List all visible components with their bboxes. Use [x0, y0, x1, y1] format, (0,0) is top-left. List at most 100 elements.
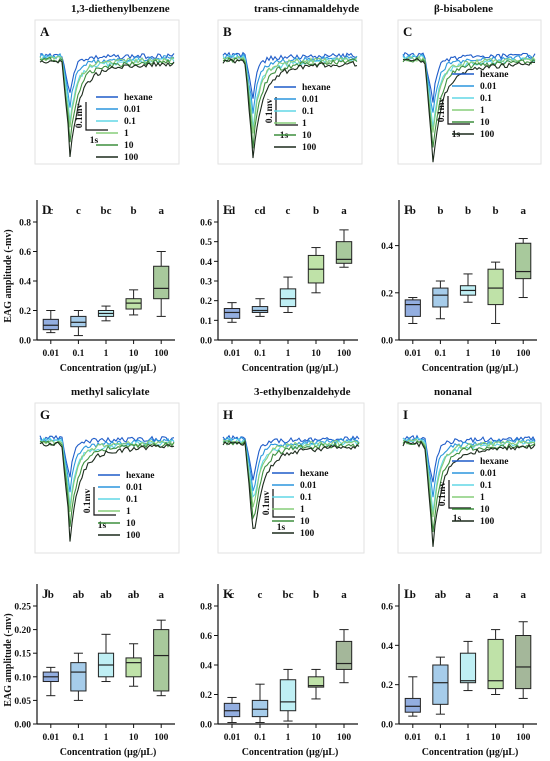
x-tick-label: 0.1	[254, 733, 266, 743]
scale-bar-x-label: 1s	[453, 514, 462, 524]
eag-trace-100	[222, 58, 358, 159]
box-iqr	[404, 697, 421, 713]
y-tick-label: 0.10	[14, 673, 31, 683]
box-iqr	[42, 318, 59, 331]
significance-letter: c	[48, 205, 53, 217]
legend-label-100: 100	[126, 531, 141, 541]
significance-letter: ab	[128, 589, 140, 601]
panel-title: 1,3-diethenylbenzene	[71, 3, 170, 15]
y-tick-label: 0.0	[19, 337, 31, 347]
x-tick-label: 1	[466, 733, 471, 743]
box-100	[515, 238, 532, 299]
x-axis-title: Concentration (μg/μL)	[422, 363, 519, 374]
panel-letter: H	[223, 407, 233, 422]
y-tick-label: 0.0	[200, 721, 212, 731]
box-iqr	[432, 287, 449, 308]
box-0.01	[223, 302, 241, 323]
eag-trace-10	[402, 56, 536, 148]
box-0.01	[223, 696, 241, 724]
x-axis-title: Concentration (μg/μL)	[60, 747, 157, 758]
y-tick-label: 0.25	[14, 603, 31, 613]
trace-panel-frame	[397, 402, 542, 554]
legend-label-0.01: 0.01	[302, 95, 319, 105]
x-tick-label: 100	[337, 349, 352, 359]
y-tick-label: 0.2	[200, 297, 212, 307]
y-tick-label: 0.15	[14, 650, 31, 660]
significance-letter: a	[493, 589, 499, 601]
x-axis-title: Concentration (μg/μL)	[242, 363, 339, 374]
y-tick-label: 0.6	[19, 248, 31, 258]
x-tick-label: 1	[286, 733, 291, 743]
panel-letter: L	[404, 586, 413, 601]
panel-letter: C	[403, 24, 412, 39]
y-tick-label: 0.3	[200, 278, 212, 288]
legend-label-10: 10	[480, 505, 490, 515]
significance-letter: ab	[435, 589, 447, 601]
significance-letter: a	[465, 589, 471, 601]
legend-label-0.01: 0.01	[300, 481, 317, 491]
y-tick-label: 0.5	[200, 238, 212, 248]
x-tick-label: 10	[491, 733, 501, 743]
significance-letter: a	[341, 205, 347, 217]
y-tick-label: 0.2	[381, 681, 393, 691]
y-tick-label: 0.20	[14, 626, 31, 636]
box-0.01	[404, 297, 421, 324]
panel-letter: K	[223, 586, 234, 601]
box-1	[459, 640, 477, 692]
x-tick-label: 1	[466, 349, 471, 359]
legend-label-hexane: hexane	[302, 83, 331, 93]
scale-bar-x-label: 1s	[452, 130, 461, 140]
box-100	[335, 229, 353, 268]
box-iqr	[279, 679, 297, 712]
y-tick-label: 0.1	[200, 317, 212, 327]
significance-letter: b	[313, 205, 319, 217]
legend-label-1: 1	[480, 106, 485, 116]
significance-letter: a	[158, 589, 164, 601]
x-axis-title: Concentration (μg/μL)	[422, 747, 519, 758]
significance-letter: bc	[283, 589, 294, 601]
legend-label-0.1: 0.1	[302, 107, 314, 117]
scale-bar-y-label: 0.1mv	[262, 490, 272, 515]
significance-letter: ab	[73, 589, 85, 601]
scale-bar-y-label: 0.1mv	[83, 488, 93, 513]
panel-title: β-bisabolene	[434, 3, 493, 15]
y-tick-label: 0.6	[200, 632, 212, 642]
box-iqr	[70, 662, 87, 692]
y-tick-label: 0.4	[200, 258, 212, 268]
significance-letter: c	[286, 205, 291, 217]
panel-letter: B	[223, 24, 232, 39]
significance-letter: c	[76, 205, 81, 217]
scale-bar-x-label: 1s	[90, 136, 99, 146]
scale-bar	[275, 97, 298, 126]
legend-label-0.01: 0.01	[126, 483, 143, 493]
box-1	[97, 305, 115, 322]
scale-bar-y-label: 0.1mv	[437, 97, 447, 122]
x-tick-label: 10	[129, 349, 139, 359]
x-tick-label: 100	[154, 349, 169, 359]
scale-bar	[448, 480, 471, 509]
panel-letter: G	[40, 407, 50, 422]
box-1	[97, 633, 115, 683]
legend-label-1: 1	[302, 119, 307, 129]
legend-label-10: 10	[300, 517, 310, 527]
legend-label-0.1: 0.1	[480, 481, 492, 491]
scale-bar-y-label: 0.1mv	[75, 103, 85, 128]
box-1	[279, 668, 297, 722]
x-tick-label: 0.1	[434, 349, 446, 359]
legend-label-10: 10	[124, 141, 134, 151]
significance-letter: a	[520, 205, 526, 217]
legend-label-0.1: 0.1	[300, 493, 312, 503]
legend-label-0.01: 0.01	[480, 82, 497, 92]
legend-label-1: 1	[124, 129, 129, 139]
legend-label-100: 100	[302, 143, 317, 153]
eag-trace-100	[39, 441, 175, 542]
y-tick-label: 0.0	[200, 337, 212, 347]
significance-letter: c	[258, 589, 263, 601]
x-tick-label: 0.01	[224, 733, 241, 743]
eag-trace-100	[222, 440, 360, 530]
significance-letter: b	[437, 205, 443, 217]
significance-letter: a	[341, 589, 347, 601]
scale-bar-x-label: 1s	[277, 523, 286, 533]
y-tick-label: 0.4	[381, 242, 393, 252]
x-tick-label: 100	[337, 733, 352, 743]
